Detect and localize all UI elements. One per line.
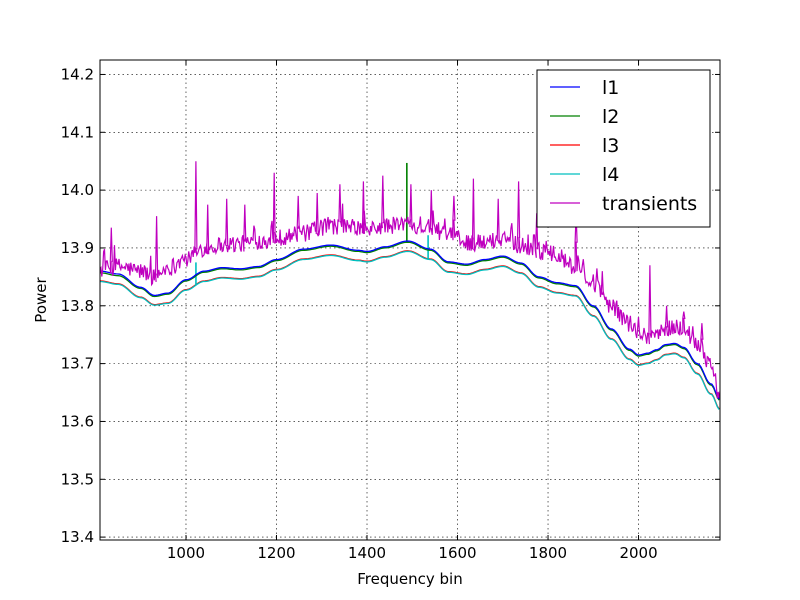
x-tick-label: 1800 [529,544,567,562]
x-tick-label: 1400 [348,544,386,562]
y-tick-label: 13.5 [61,470,94,488]
x-tick-label: 2000 [619,544,657,562]
y-tick-label: 13.7 [61,355,94,373]
y-axis-label: Power [32,276,50,322]
y-tick-label: 14.2 [61,65,94,83]
series-line-l4 [100,250,720,410]
y-tick-label: 13.8 [61,297,94,315]
x-tick-label: 1000 [167,544,205,562]
y-tick-label: 13.9 [61,239,94,257]
legend-box [536,69,711,228]
series-line-transients [100,161,720,399]
legend-label-l1: l1 [602,77,619,99]
legend: l1 l2 l3 l4 transients [536,69,711,228]
x-axis-label: Frequency bin [357,570,462,588]
legend-label-l4: l4 [602,164,619,186]
plot-frame [99,59,721,541]
grid [100,60,720,540]
y-tick-label: 13.4 [61,528,94,546]
series-line-l1 [100,240,720,400]
x-tick-label: 1600 [438,544,476,562]
legend-label-l2: l2 [602,106,619,128]
y-tick-label: 14.0 [61,181,94,199]
legend-label-transients: transients [602,193,697,215]
series-group [100,161,720,410]
y-tick-label: 14.1 [61,123,94,141]
y-tick-label: 13.6 [61,412,94,430]
axis-ticks: 1000 1200 1400 1600 1800 2000 13.4 13.5 13.6 13.7… [61,60,720,562]
legend-label-l3: l3 [602,135,619,157]
x-tick-label: 1200 [257,544,295,562]
